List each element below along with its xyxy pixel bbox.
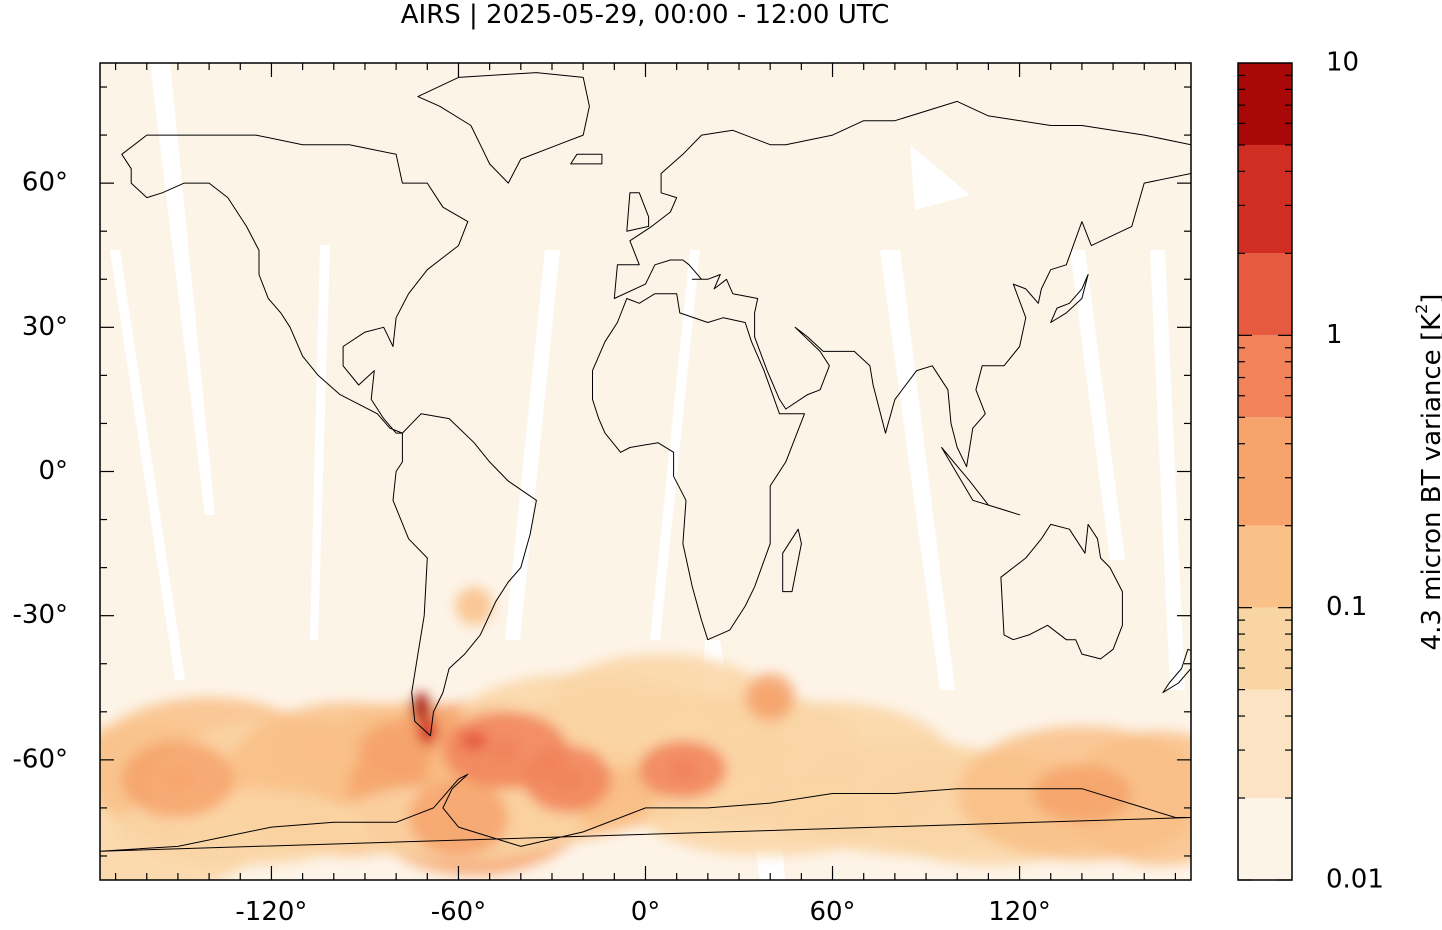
- variance-hotspot: [304, 740, 333, 761]
- x-axis-labels: -120° -60° 0° 60° 120°: [235, 897, 1050, 927]
- map-title: AIRS | 2025-05-29, 00:00 - 12:00 UTC: [400, 0, 890, 30]
- colorbar-label-sup: 2: [1412, 304, 1431, 314]
- swath-gap: [1070, 250, 1125, 560]
- greenland-coast: [417, 72, 590, 184]
- antarctica-coast: [100, 773, 1191, 852]
- variance-hotspot: [491, 740, 520, 761]
- north-america-coast: [121, 134, 469, 434]
- swath-gap: [650, 250, 700, 640]
- variance-blob: [358, 721, 434, 780]
- colorbar: [1237, 62, 1293, 881]
- swath-gap: [110, 250, 185, 680]
- africa-coast: [592, 293, 805, 641]
- indonesia-coast: [941, 447, 1021, 516]
- variance-blob: [645, 779, 895, 856]
- new-zealand-coast: [1162, 648, 1191, 694]
- coastlines: [100, 72, 1191, 852]
- x-tick-label: -120°: [235, 897, 307, 927]
- swath-gap: [150, 63, 215, 515]
- map-ticks: [100, 63, 1191, 880]
- colorbar-tick-label: 0.01: [1326, 865, 1384, 895]
- swath-gap: [505, 250, 560, 640]
- colorbar-segment: [1238, 689, 1292, 799]
- colorbar-tick-label: 0.1: [1326, 592, 1367, 622]
- variance-hotspot: [553, 769, 582, 790]
- x-tick-label: 0°: [631, 897, 661, 927]
- variance-hotspot: [417, 717, 438, 746]
- y-tick-label: 0°: [38, 456, 68, 486]
- colorbar-frame: [1237, 62, 1293, 881]
- variance-hotspot: [756, 687, 785, 708]
- x-tick-label: -60°: [431, 897, 486, 927]
- swath-gap: [880, 250, 955, 690]
- variance-hotspot: [1067, 783, 1096, 804]
- swath-gap: [1150, 250, 1185, 690]
- colorbar-segment: [1238, 607, 1292, 690]
- swath-gap: [910, 145, 970, 210]
- colorbar-segment: [1238, 417, 1292, 526]
- variance-hotspot: [460, 730, 489, 751]
- variance-blob: [455, 586, 493, 626]
- variance-field: [100, 586, 1191, 880]
- colorbar-segment: [1238, 63, 1292, 145]
- y-tick-label: 60°: [22, 168, 68, 198]
- australia-coast: [1000, 523, 1123, 660]
- madagascar-coast: [782, 528, 802, 593]
- britain-coast: [626, 192, 650, 232]
- colorbar-label: 4.3 micron BT variance [K2]: [1412, 294, 1442, 651]
- map-content: [100, 63, 1191, 880]
- y-axis-labels: 60° 30° 0° -30° -60°: [13, 168, 68, 775]
- y-tick-label: -60°: [13, 744, 68, 774]
- colorbar-segment: [1238, 335, 1292, 418]
- south-america-coast: [392, 413, 537, 737]
- variance-hotspot: [411, 692, 432, 721]
- swath-gap: [310, 245, 330, 640]
- colorbar-label-end: ]: [1417, 294, 1442, 304]
- colorbar-tick-label: 10: [1326, 48, 1359, 78]
- variance-hotspot: [163, 769, 192, 790]
- y-tick-label: -30°: [13, 600, 68, 630]
- colorbar-segment: [1238, 144, 1292, 254]
- variance-hotspot: [668, 759, 697, 780]
- map-area: [99, 62, 1192, 881]
- variance-blob: [408, 779, 509, 856]
- colorbar-tick-labels: 10 1 0.1 0.01: [1326, 48, 1384, 895]
- variance-blob: [551, 654, 771, 751]
- y-tick-label: 30°: [22, 312, 68, 342]
- colorbar-tick-label: 1: [1326, 320, 1343, 350]
- x-tick-label: 60°: [809, 897, 855, 927]
- colorbar-label-main: 4.3 micron BT variance [K: [1417, 313, 1442, 651]
- colorbar-segment: [1238, 253, 1292, 336]
- iceland-coast: [570, 153, 603, 165]
- x-tick-label: 120°: [988, 897, 1051, 927]
- eurasia-coast: [613, 100, 1191, 468]
- colorbar-segment: [1238, 798, 1292, 880]
- colorbar-segment: [1238, 525, 1292, 608]
- japan-coast: [1050, 274, 1089, 323]
